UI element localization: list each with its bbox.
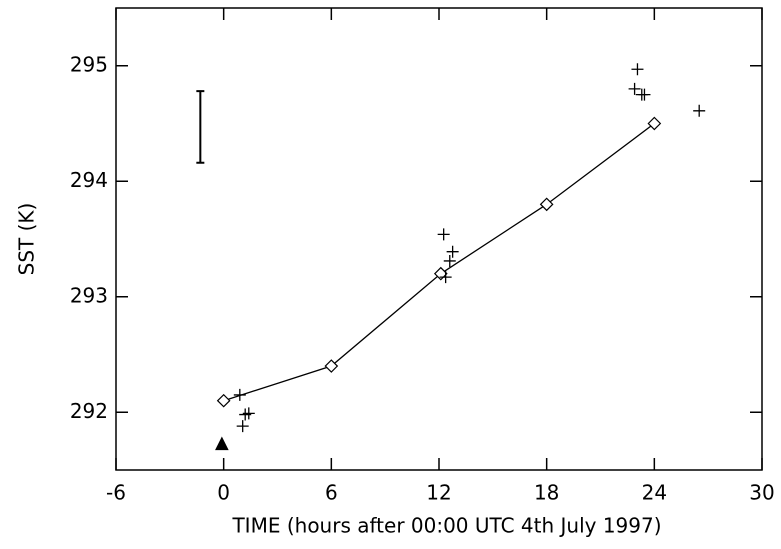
plus-marker [437, 228, 450, 241]
plot-frame [115, 7, 763, 471]
diamond-marker [539, 197, 554, 212]
error-bar [196, 90, 205, 164]
x-tick-label: 24 [642, 481, 667, 505]
x-tick-label: -6 [106, 481, 126, 505]
diamond-marker [324, 359, 339, 373]
diamond-marker [647, 116, 662, 131]
x-tick-label: 0 [217, 481, 230, 505]
plus-marker [233, 388, 246, 401]
plus-marker [693, 104, 706, 117]
plus-marker [631, 63, 644, 76]
plus-marker [628, 82, 641, 95]
triangle-marker [215, 436, 229, 451]
plus-marker [439, 271, 452, 284]
y-tick-label: 295 [70, 52, 108, 76]
x-tick-label: 6 [325, 481, 338, 505]
x-axis-label: TIME (hours after 00:00 UTC 4th July 199… [231, 514, 661, 538]
series-line [223, 122, 655, 402]
y-tick-label: 292 [70, 399, 108, 423]
y-axis-label: SST (K) [15, 203, 39, 276]
plus-marker [443, 254, 456, 267]
plus-marker [236, 420, 249, 433]
y-tick-label: 294 [70, 168, 108, 192]
plus-marker [242, 407, 255, 420]
x-tick-label: 18 [534, 481, 559, 505]
plus-marker [446, 245, 459, 258]
x-tick-label: 12 [426, 481, 451, 505]
x-tick-label: 30 [749, 481, 774, 505]
plus-marker [638, 88, 651, 101]
y-tick-label: 293 [70, 283, 108, 307]
diamond-marker [216, 393, 231, 408]
